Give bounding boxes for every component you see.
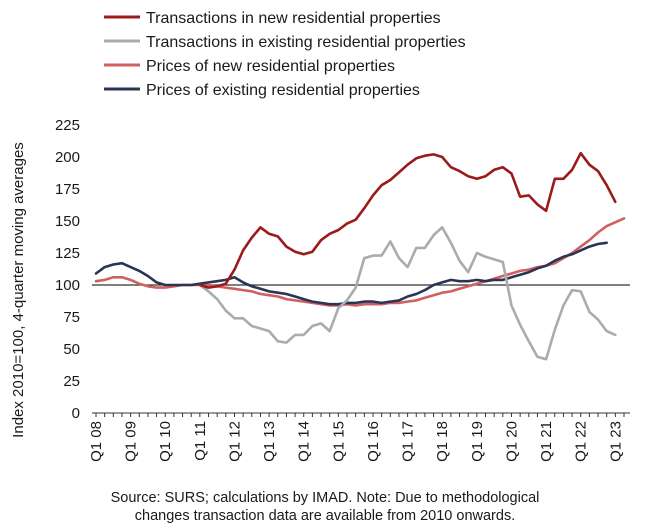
legend-label-2: Transactions in existing residential pro… (146, 34, 466, 51)
chart: Transactions in new residential properti… (10, 10, 630, 462)
x-tick-label: Q1 14 (296, 421, 313, 462)
x-tick-label: Q1 16 (365, 421, 382, 462)
legend-label-3: Prices of new residential properties (146, 58, 395, 75)
x-tick-label: Q1 13 (261, 421, 278, 462)
x-tick-label: Q1 23 (607, 421, 624, 462)
x-tick-label: Q1 11 (192, 421, 209, 461)
y-tick-label: 225 (55, 117, 80, 134)
y-tick-label: 50 (63, 341, 80, 358)
source-note-line-1: Source: SURS; calculations by IMAD. Note… (110, 490, 540, 506)
y-tick-label: 100 (55, 277, 80, 294)
series-line-2 (198, 226, 617, 361)
x-tick-label: Q1 18 (434, 421, 451, 462)
y-axis: 0 25 50 75 100 125 150 175 200 225 (55, 117, 80, 422)
source-note-line-2: changes transaction data are available f… (134, 508, 516, 524)
x-tick-label: Q1 10 (157, 421, 174, 462)
legend-label-1: Transactions in new residential properti… (146, 10, 441, 27)
y-tick-label: 0 (72, 405, 80, 422)
y-tick-label: 175 (55, 181, 80, 198)
x-tick-label: Q1 09 (123, 421, 140, 462)
legend-label-4: Prices of existing residential propertie… (146, 82, 420, 99)
y-axis-label: Index 2010=100, 4-quarter moving average… (10, 142, 27, 438)
x-axis: Q1 08 Q1 09 Q1 10 Q1 11 Q1 12 Q1 13 Q1 14 Q1 15… (88, 412, 630, 462)
series-line-3 (94, 217, 626, 307)
series-group (94, 151, 626, 361)
y-tick-label: 25 (63, 373, 80, 390)
x-tick-label: Q1 15 (330, 421, 347, 462)
series-line-1 (198, 151, 617, 289)
y-tick-label: 150 (55, 213, 80, 230)
x-tick-label: Q1 08 (88, 421, 105, 462)
legend: Transactions in new residential properti… (104, 10, 466, 99)
series-line-4 (94, 241, 609, 306)
x-tick-label: Q1 12 (226, 421, 243, 462)
y-tick-label: 75 (63, 309, 80, 326)
y-tick-label: 125 (55, 245, 80, 262)
x-tick-label: Q1 21 (538, 421, 555, 462)
x-tick-label: Q1 22 (573, 421, 590, 462)
x-tick-label: Q1 19 (469, 421, 486, 462)
y-tick-label: 200 (55, 149, 80, 166)
x-tick-label: Q1 17 (400, 421, 417, 462)
x-tick-label: Q1 20 (503, 421, 520, 462)
